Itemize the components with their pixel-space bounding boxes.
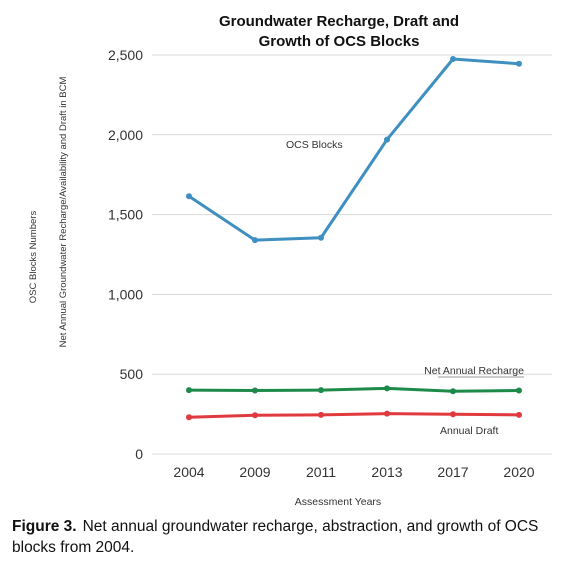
x-tick-label: 2017	[437, 464, 468, 480]
y-tick-label: 1,500	[108, 207, 143, 223]
series-label: OCS Blocks	[286, 139, 343, 151]
data-point	[450, 388, 456, 395]
chart: Groundwater Recharge, Draft and Growth o…	[28, 13, 552, 508]
data-point	[318, 234, 324, 241]
y-axis-label-2: Net Annual Groundwater Recharge/Availabi…	[58, 77, 69, 348]
data-point	[318, 411, 324, 418]
data-point	[450, 411, 456, 418]
data-point	[186, 387, 192, 394]
data-point	[252, 387, 258, 394]
series-line-annual-draft	[187, 412, 521, 419]
y-tick-label: 500	[120, 366, 144, 382]
data-point	[318, 387, 324, 394]
x-tick-label: 2020	[503, 464, 534, 480]
y-tick-label: 2,500	[108, 47, 143, 63]
series-label: Annual Draft	[440, 425, 498, 437]
y-tick-label: 2,000	[108, 127, 143, 143]
y-tick-label: 0	[135, 446, 143, 462]
series-line-ocs-blocks	[187, 57, 521, 242]
data-point	[384, 385, 390, 392]
data-point	[384, 136, 390, 143]
data-point	[450, 55, 456, 62]
y-axis-label-1: OSC Blocks Numbers	[28, 211, 39, 304]
figure-caption-text: Net annual groundwater recharge, abstrac…	[12, 518, 539, 556]
series-label: Net Annual Recharge	[424, 365, 524, 377]
x-tick-label: 2013	[371, 464, 402, 480]
chart-title-line-1: Groundwater Recharge, Draft and	[219, 13, 459, 30]
data-point	[516, 387, 522, 394]
data-point	[252, 237, 258, 244]
x-tick-label: 2004	[173, 464, 204, 480]
data-point	[516, 411, 522, 418]
x-tick-label: 2011	[306, 464, 336, 480]
x-axis-label: Assessment Years	[295, 496, 381, 508]
data-point	[252, 412, 258, 419]
x-tick-label: 2009	[239, 464, 270, 480]
series-line-net-annual-recharge	[187, 386, 521, 393]
data-point	[384, 410, 390, 417]
figure-caption-label: Figure 3.	[12, 518, 77, 535]
chart-title-line-2: Growth of OCS Blocks	[259, 33, 420, 50]
data-point	[186, 193, 192, 200]
data-point	[186, 414, 192, 421]
figure-caption: Figure 3. Net annual groundwater recharge…	[12, 516, 562, 558]
data-point	[516, 60, 522, 67]
y-tick-label: 1,000	[108, 286, 143, 302]
